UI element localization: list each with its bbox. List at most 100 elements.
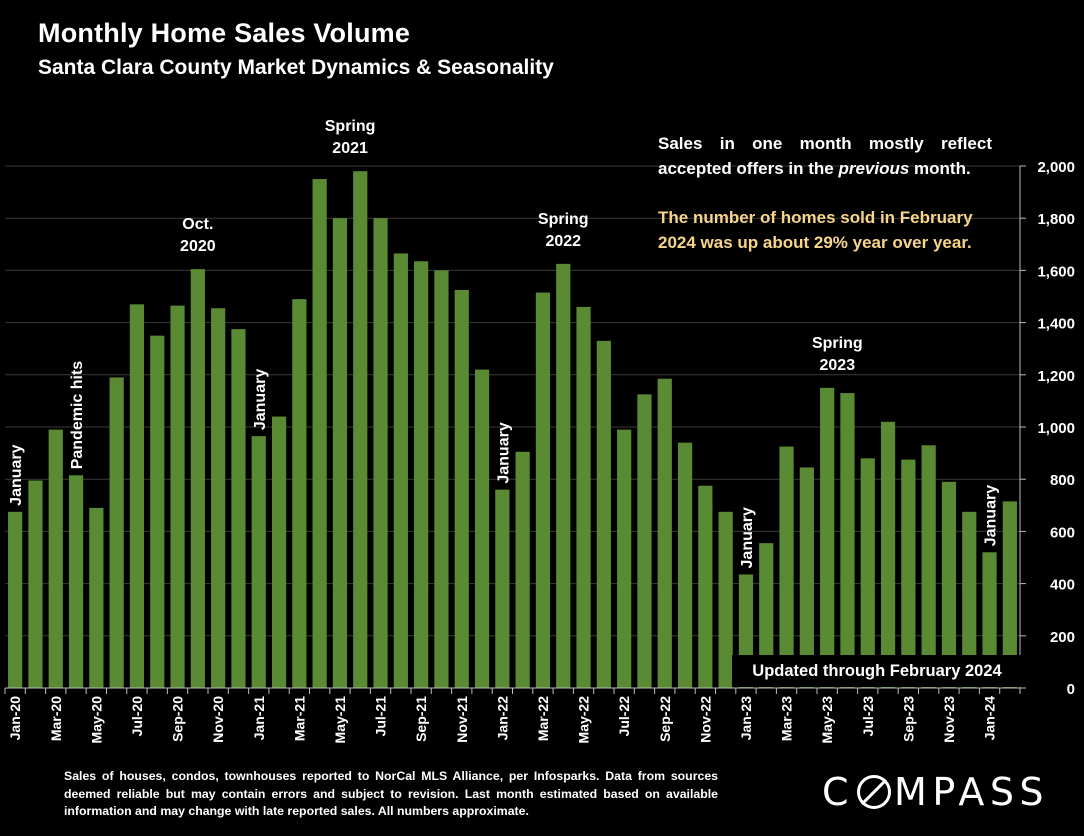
annotation-label: January [983,485,1000,546]
x-tick-label: Mar-22 [535,696,551,741]
bar-nov-20 [211,308,226,688]
compass-o-icon [857,775,892,809]
x-tick-label: Jul-21 [373,696,389,737]
annotation-label: Pandemic hits [69,361,86,470]
x-tick-label: May-21 [332,696,348,744]
bar-may-22 [576,306,591,688]
bar-aug-21 [393,253,408,688]
x-tick-label: Sep-22 [657,696,673,742]
bar-aug-20 [150,335,165,688]
logo-text-pre: C [822,770,855,814]
axes [4,165,1026,694]
x-tick-label: Jul-20 [129,696,145,737]
x-tick-label: Sep-23 [900,696,916,742]
bar-jan-21 [251,436,266,688]
x-tick-label: Nov-23 [941,696,957,743]
bar-nov-22 [698,485,713,688]
bar-aug-22 [637,394,652,688]
bar-jan-24 [982,552,997,688]
bar-apr-23 [799,467,814,688]
y-tick-label: 1,400 [1037,316,1075,333]
bar-jun-23 [840,393,855,688]
offers-note: Sales in one month mostly reflect accept… [658,131,992,181]
annotation-label: January [252,369,269,430]
bar-apr-22 [556,263,571,688]
x-tick-label: Mar-21 [291,696,307,741]
bar-jun-20 [109,377,124,688]
updated-label: Updated through February 2024 [732,655,1022,687]
bar-dec-20 [231,329,246,688]
compass-logo: C MPASS [822,770,1049,814]
x-tick-label: Nov-20 [210,696,226,743]
x-tick-label: Mar-23 [779,696,795,741]
x-tick-label: May-22 [576,696,592,744]
bar-aug-23 [880,421,896,688]
y-tick-label: 800 [1050,472,1075,489]
y-tick-label: 1,600 [1037,263,1075,280]
bar-apr-20 [68,475,84,688]
bar-jul-22 [617,429,632,688]
yoy-note: The number of homes sold in February 202… [658,208,973,252]
annotation-label: January [739,507,756,568]
logo-text-post: MPASS [894,770,1050,814]
bar-mar-21 [292,299,307,688]
bar-feb-23 [759,543,774,688]
annotation-label: Oct. 2020 [180,216,216,255]
bar-mar-22 [535,292,551,688]
x-tick-label: Sep-21 [413,696,429,742]
x-tick-label: Jul-23 [860,696,876,737]
bar-sep-23 [901,459,916,688]
y-tick-label: 200 [1050,629,1075,646]
x-tick-label: Nov-21 [454,696,470,743]
x-tick-label: Sep-20 [170,696,186,742]
x-tick-label: Mar-20 [48,696,64,741]
x-tick-label: Jan-21 [251,696,267,741]
y-tick-label: 2,000 [1037,159,1075,176]
y-tick-labels: 0 200 400 600 800 1,000 1,200 1,400 1,600 1,800 2,… [1037,159,1075,698]
bar-feb-22 [515,451,530,688]
bar-sep-22 [657,378,672,688]
bar-feb-24 [1002,501,1017,688]
x-tick-label: Jul-22 [616,696,632,737]
offers-note-emphasis: previous [838,159,910,178]
annotation-label: Spring 2022 [538,211,589,250]
chart-title: Monthly Home Sales Volume [38,18,411,48]
y-tick-label: 1,800 [1037,211,1075,228]
x-tick-label: Jan-22 [494,696,510,741]
y-tick-label: 600 [1050,524,1075,541]
bar-nov-23 [941,481,957,688]
bar-apr-21 [312,179,327,689]
bar-jul-23 [860,458,875,688]
bar-nov-21 [454,289,469,688]
chart-subtitle: Santa Clara County Market Dynamics & Sea… [38,56,554,79]
x-tick-label: May-20 [88,696,104,744]
bars [8,171,1017,689]
bar-feb-20 [28,480,43,688]
x-tick-label: Nov-22 [697,696,713,743]
bar-oct-21 [434,270,449,688]
offers-note-line2-pre: accepted offers in the [658,159,839,178]
bar-sep-21 [414,261,429,688]
bar-dec-22 [718,511,733,688]
bar-oct-23 [921,445,936,688]
bar-feb-21 [271,416,287,688]
annotation-label: Spring 2023 [812,335,863,374]
annotation-label: January [8,444,25,505]
annotations: January Pandemic hits Oct. 2020 January Sprin… [8,118,999,568]
x-tick-label: Jan-24 [982,696,998,741]
y-tick-label: 1,200 [1037,368,1075,385]
bar-oct-20 [190,269,205,688]
bar-mar-23 [779,446,794,688]
annotation-label: Spring 2021 [325,118,376,157]
x-tick-label: Jan-20 [7,696,23,741]
y-tick-label: 400 [1050,577,1075,594]
offers-note-line1: Sales in one month mostly reflect [658,134,992,153]
bar-jan-20 [8,511,23,688]
bar-may-21 [332,218,348,688]
y-tick-label: 1,000 [1037,420,1075,437]
x-tick-label: May-23 [819,696,835,744]
bar-mar-20 [48,429,63,688]
source-footnote: Sales of houses, condos, townhouses repo… [64,769,718,818]
bar-jul-20 [129,304,145,688]
